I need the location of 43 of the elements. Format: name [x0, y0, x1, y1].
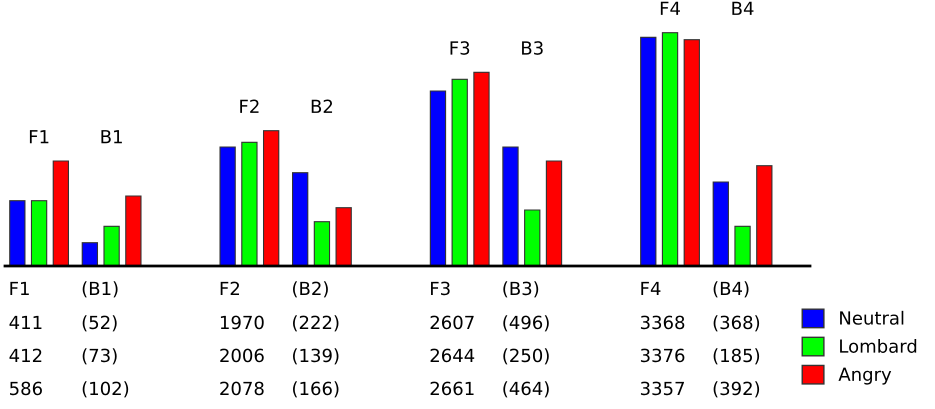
x-tick-label: B2 — [312, 100, 332, 113]
x-tick-label: F4 — [641, 282, 660, 295]
legend-label: Neutral — [840, 310, 904, 325]
x-tick-label: F3 — [431, 282, 450, 296]
x-tick-label: B1 — [101, 130, 122, 144]
text: (185) — [714, 348, 760, 364]
text: 2661 — [430, 382, 474, 396]
annotation: F1 — [30, 130, 48, 144]
text: (392) — [714, 381, 760, 398]
text: (73) — [82, 348, 117, 364]
text: (250) — [503, 348, 549, 364]
text: (464) — [503, 381, 549, 398]
text: 411 — [10, 316, 42, 329]
text: 3376 — [640, 348, 684, 362]
x-tick-label: B3 — [522, 41, 543, 55]
text: (222) — [293, 315, 338, 332]
text: (52) — [82, 315, 117, 332]
text: (368) — [714, 315, 760, 332]
annotation: F3 — [450, 41, 470, 55]
text: 1970 — [220, 316, 264, 330]
annotation: F2 — [240, 100, 259, 113]
text: (102) — [82, 381, 128, 398]
text: F4 — [660, 2, 680, 15]
text: 3368 — [640, 316, 684, 330]
text: 412 — [10, 348, 42, 362]
text: (166) — [293, 381, 338, 398]
x-tick-label: F2 — [220, 282, 240, 295]
text: (139) — [293, 348, 338, 364]
text: 2607 — [430, 316, 474, 330]
x-tick-label: F1 — [10, 282, 29, 295]
text: (B3) — [503, 281, 538, 298]
x-tick-label: B4 — [732, 2, 754, 15]
legend-label: Angry — [838, 368, 892, 385]
text: 2644 — [430, 348, 474, 362]
text: 586 — [10, 382, 42, 396]
text: 2006 — [220, 348, 264, 362]
text: (B4) — [714, 281, 749, 298]
legend-label: Lombard — [840, 338, 916, 353]
text: (B2) — [293, 281, 328, 298]
text: (B1) — [82, 281, 118, 298]
text: 3357 — [640, 382, 684, 396]
text: (496) — [503, 315, 549, 332]
text: 2078 — [220, 382, 264, 396]
